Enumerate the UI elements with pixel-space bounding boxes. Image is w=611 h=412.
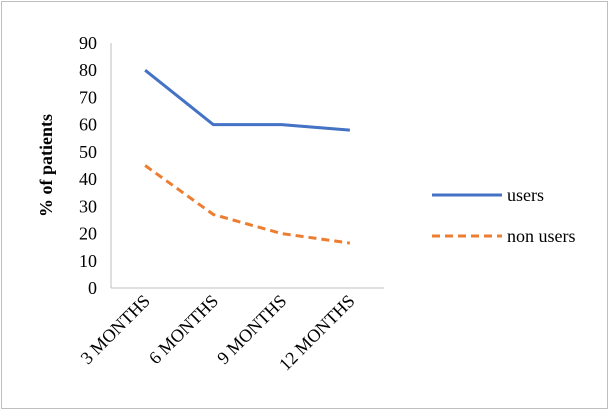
y-tick-label: 60 [79, 115, 97, 135]
y-tick-label: 10 [79, 251, 97, 271]
series-lines [144, 69, 351, 245]
y-tick-label: 40 [79, 169, 97, 189]
legend: users non users [432, 185, 576, 246]
series-line-1 [144, 164, 351, 245]
y-axis-ticks: 0 10 20 30 40 50 60 70 80 90 [79, 33, 97, 298]
legend-label: users [507, 185, 544, 205]
y-axis-title: % of patients [36, 114, 56, 217]
y-tick-label: 30 [79, 196, 97, 216]
series-line-0 [144, 69, 350, 132]
y-tick-label: 20 [79, 224, 97, 244]
x-tick-label: 6 MONTHS [145, 291, 222, 368]
y-tick-label: 0 [88, 278, 97, 298]
legend-label: non users [507, 226, 576, 246]
y-tick-label: 70 [79, 87, 97, 107]
y-tick-label: 50 [79, 142, 97, 162]
y-tick-label: 90 [79, 33, 97, 53]
x-tick-label: 3 MONTHS [77, 291, 154, 368]
y-tick-label: 80 [79, 60, 97, 80]
